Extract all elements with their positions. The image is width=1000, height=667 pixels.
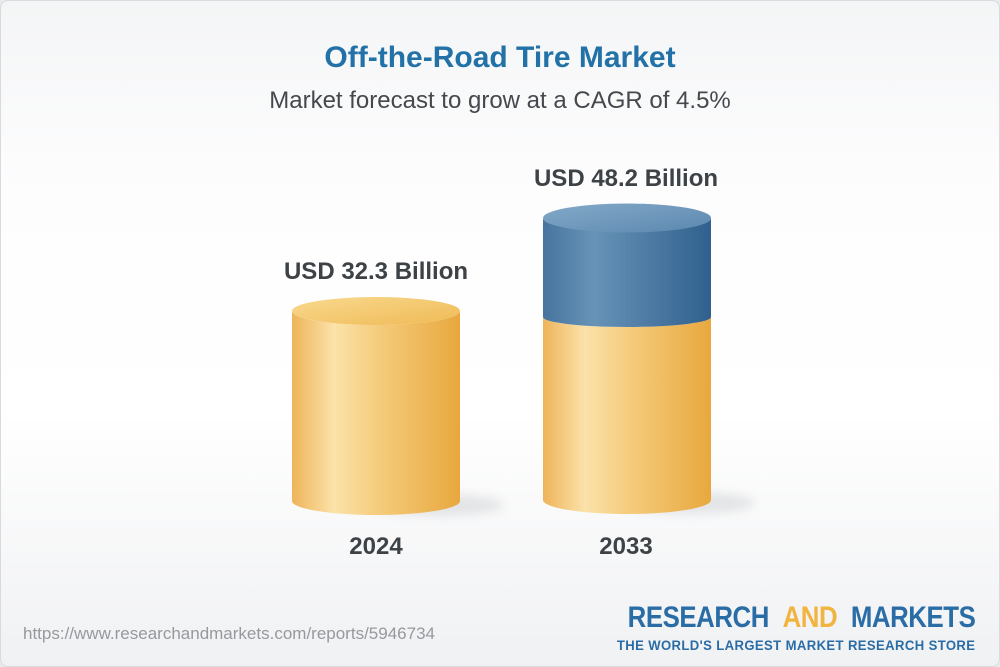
report-url-link[interactable]: https://www.researchandmarkets.com/repor… [23, 624, 435, 643]
research-and-markets-logo: RESEARCH AND MARKETS THE WORLD'S LARGEST… [571, 601, 975, 653]
axis-label-2024: 2024 [349, 533, 403, 560]
logo-word-research: RESEARCH [627, 601, 769, 634]
page-title: Off-the-Road Tire Market [324, 41, 676, 74]
value-label-2033: USD 48.2 Billion [533, 165, 719, 192]
cylinder-2024-body [292, 311, 460, 515]
logo-word-markets: MARKETS [850, 601, 975, 634]
cylinder-2033-gold-segment [543, 317, 711, 514]
axis-label-2033: 2033 [599, 533, 653, 560]
page-subtitle: Market forecast to grow at a CAGR of 4.5… [269, 87, 731, 114]
cylinder-2024 [292, 297, 504, 516]
cylinder-2033 [543, 203, 755, 514]
value-label-2024: USD 32.3 Billion [283, 258, 469, 285]
logo-tagline: THE WORLD'S LARGEST MARKET RESEARCH STOR… [616, 638, 975, 653]
cylinder-2033-top [543, 203, 711, 233]
cylinder-2024-top [292, 297, 460, 325]
logo-wordmark: RESEARCH AND MARKETS [627, 601, 975, 635]
cylinder-2033-blue-segment [543, 218, 711, 327]
logo-word-and: AND [782, 601, 837, 634]
